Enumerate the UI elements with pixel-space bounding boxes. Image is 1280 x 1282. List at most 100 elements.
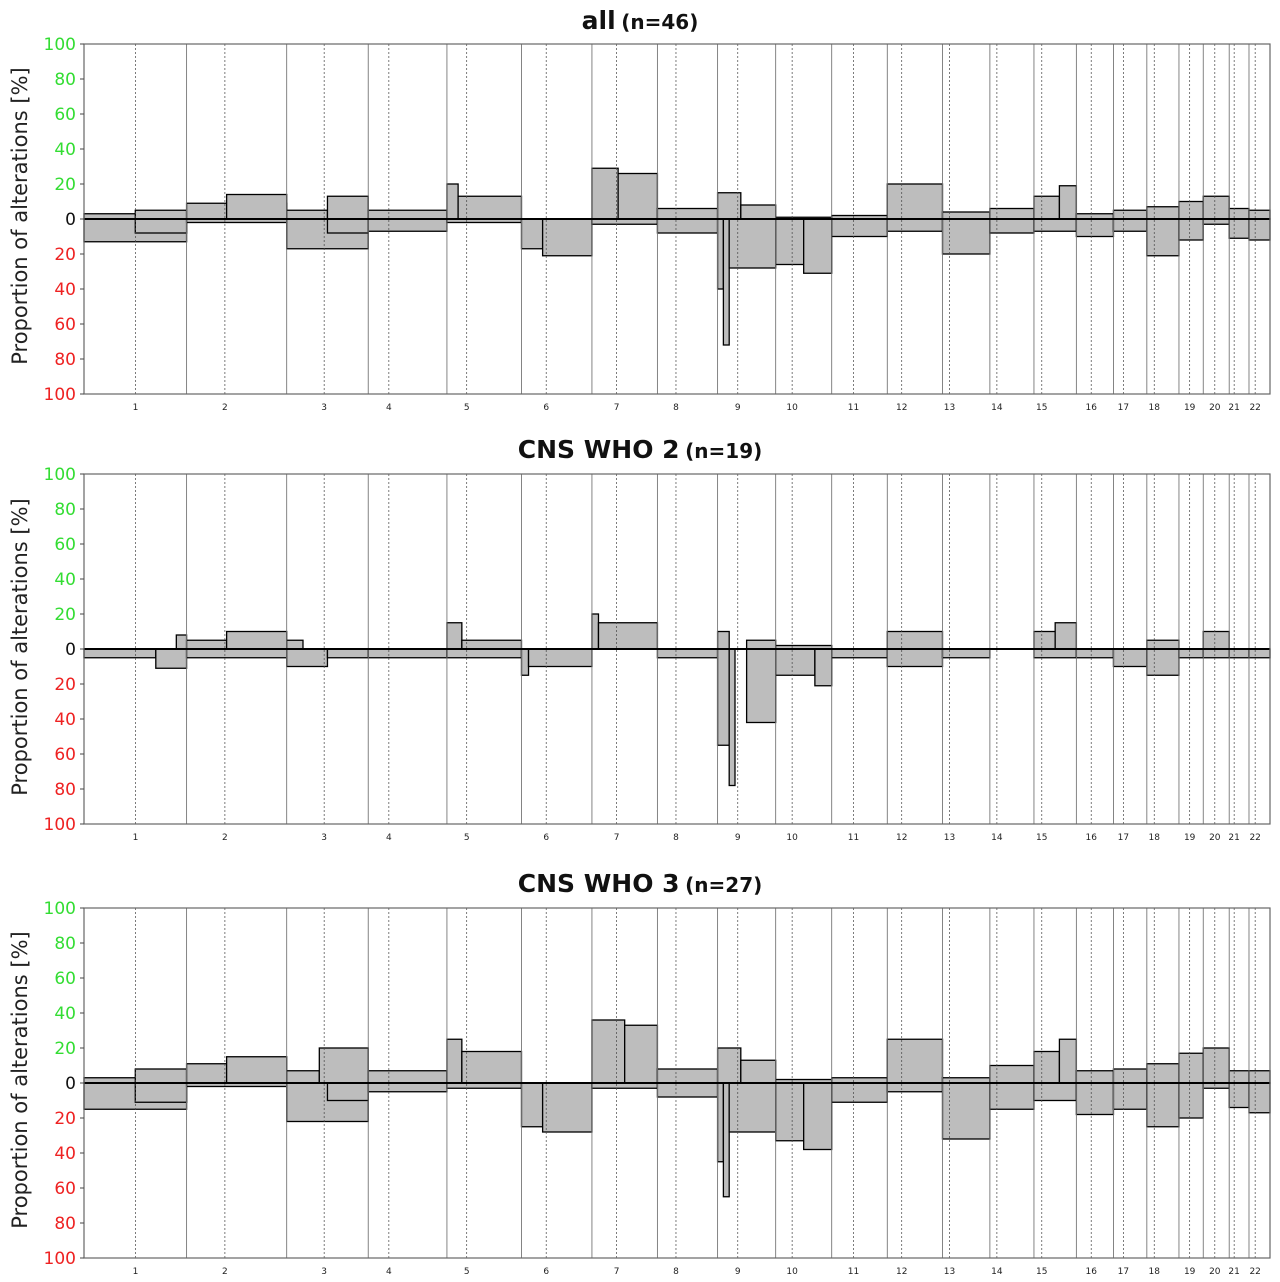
gain-segment [1248,209,1271,220]
gain-segment [225,193,288,220]
gain-segment [1202,630,1230,650]
x-tick-label: 21 [1228,1267,1239,1277]
x-tick-label: 19 [1184,833,1196,843]
loss-segment [1112,648,1148,668]
gain-segment [591,1019,626,1084]
x-tick-label: 3 [321,1267,327,1277]
x-tick-label: 16 [1085,403,1097,413]
loss-segment [520,218,544,250]
loss-segment [367,218,448,232]
loss-segment [814,648,833,687]
gain-segment [446,1038,463,1084]
y-tick-label: 40 [54,140,76,160]
loss-segment [326,218,369,234]
x-tick-label: 5 [464,403,470,413]
gain-segment [1248,1070,1271,1084]
panel-title-main: CNS WHO 2 [517,435,680,464]
loss-segment [1033,1082,1078,1102]
loss-segment [326,648,369,659]
gain-segment [446,622,463,650]
loss-segment [1146,218,1180,257]
y-tick-label: 60 [54,315,76,335]
gain-segment [1075,1070,1115,1084]
gain-segment [461,1050,523,1084]
x-tick-label: 5 [464,1267,470,1277]
loss-segment [1033,648,1078,659]
loss-segment [745,648,777,724]
x-tick-label: 4 [386,833,392,843]
gain-segment [617,172,659,220]
gain-segment [1146,1063,1180,1084]
panel-title-main: CNS WHO 3 [517,869,680,898]
loss-segment [716,648,730,746]
gain-segment [989,207,1035,220]
x-tick-label: 2 [222,1267,228,1277]
y-tick-label: 20 [54,1109,76,1129]
x-tick-label: 10 [786,833,798,843]
x-tick-label: 8 [673,833,679,843]
y-tick-label: 80 [54,1214,76,1234]
gain-segment [1146,639,1180,650]
loss-segment [1033,218,1078,232]
y-tick-label: 60 [54,745,76,765]
y-tick-label: 40 [54,280,76,300]
gain-segment [1112,209,1148,220]
loss-segment [446,648,523,659]
x-tick-label: 5 [464,833,470,843]
gain-segment [1054,622,1078,650]
gain-segment [1033,1050,1061,1084]
gain-segment [624,1024,659,1084]
loss-segment [728,218,777,269]
loss-segment [1075,218,1115,238]
loss-segment [367,648,448,659]
loss-segment [716,218,725,290]
loss-segment [886,648,944,668]
gain-segment [656,1068,719,1084]
loss-segment [1248,1082,1271,1114]
x-tick-label: 20 [1209,1267,1221,1277]
gain-segment [1033,195,1061,220]
gain-segment [286,1070,320,1084]
loss-segment [1146,1082,1180,1128]
loss-segment [134,218,188,234]
y-tick-label: 20 [54,175,76,195]
y-tick-label: 20 [54,245,76,265]
loss-segment [886,1082,944,1093]
loss-segment [1228,1082,1250,1109]
y-tick-label: 100 [44,899,76,919]
y-tick-label: 80 [54,934,76,954]
x-tick-label: 13 [944,833,955,843]
y-tick-label: 100 [44,35,76,55]
y-tick-label: 60 [54,105,76,125]
loss-segment [1112,218,1148,232]
gain-segment [367,1070,448,1084]
gain-segment [716,192,742,220]
gain-segment [740,204,777,220]
gain-segment [886,183,944,220]
loss-segment [716,1082,725,1163]
x-tick-label: 19 [1184,403,1196,413]
loss-segment [989,1082,1035,1110]
gain-segment [318,1047,369,1084]
gain-segment [886,1038,944,1084]
loss-segment [1112,1082,1148,1110]
loss-segment [989,218,1035,234]
x-tick-label: 16 [1085,1267,1097,1277]
gain-segment [185,639,228,650]
y-tick-label: 0 [65,210,76,230]
y-tick-label: 60 [54,1179,76,1199]
x-tick-label: 21 [1228,833,1239,843]
gain-segment [716,1047,742,1084]
x-tick-label: 15 [1036,833,1047,843]
panel-title: all (n=46) [0,6,1280,35]
loss-segment [1146,648,1180,676]
y-tick-label: 20 [54,1039,76,1059]
chart-plot-area: 1 2 3 4 5 6 7 8 9 10 11 12 13 14 15 16 17 18 19 20 21 2210080… [44,35,1271,413]
loss-segment [1248,648,1271,659]
gain-segment [745,639,777,650]
gain-segment [1058,185,1078,220]
x-tick-label: 18 [1149,1267,1161,1277]
loss-segment [656,648,719,659]
gain-segment [185,1063,228,1084]
x-tick-label: 22 [1249,403,1260,413]
